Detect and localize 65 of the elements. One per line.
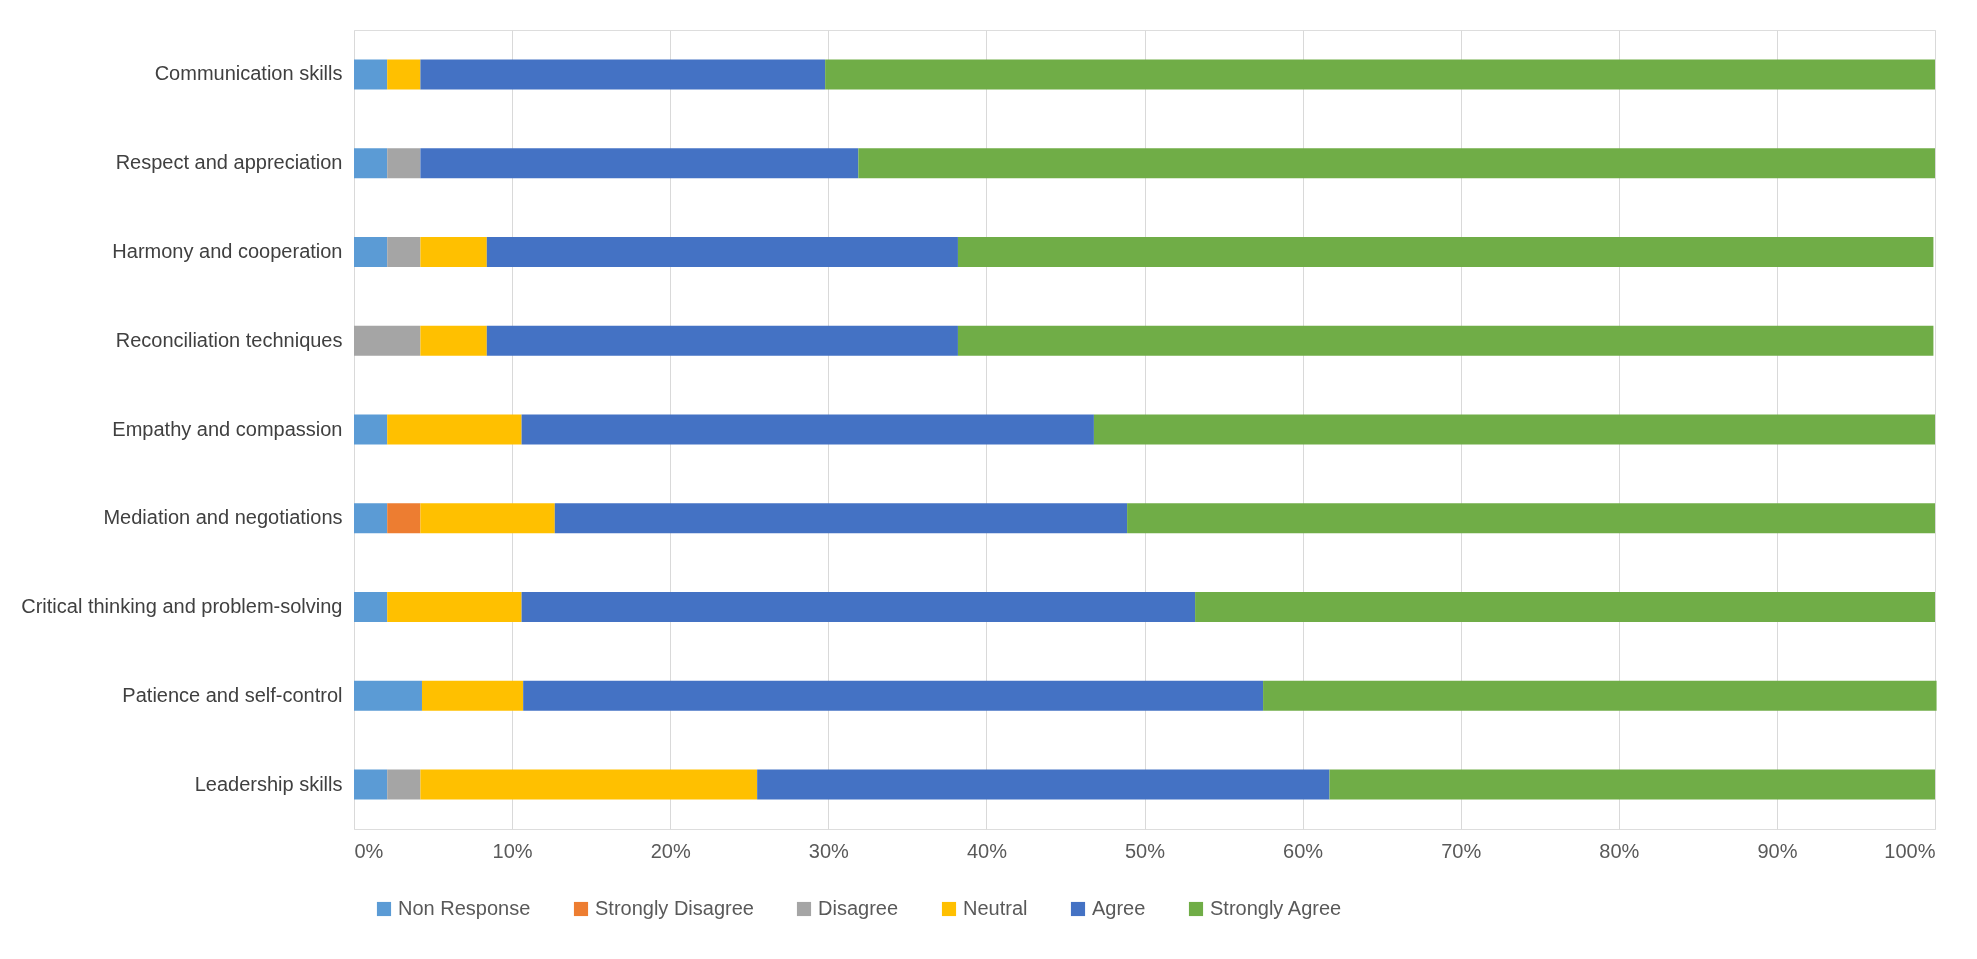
bar	[354, 236, 388, 267]
x-tick-label: 10%	[492, 839, 533, 862]
bar	[420, 325, 487, 356]
bar	[757, 769, 1330, 800]
legend-label: Strongly Agree	[1210, 897, 1342, 919]
x-tick-label: 20%	[650, 839, 691, 862]
bar	[486, 325, 958, 356]
bar	[421, 680, 524, 711]
y-tick-label: Empathy and compassion	[112, 417, 343, 440]
bar	[420, 236, 487, 267]
legend-label: Neutral	[963, 897, 1028, 919]
legend-label: Disagree	[818, 897, 899, 919]
x-tick-label: 40%	[966, 839, 1008, 862]
bar	[387, 236, 421, 267]
x-tick-label: 70%	[1441, 839, 1482, 862]
bar	[1195, 592, 1935, 623]
bar	[420, 148, 859, 179]
x-tick-label: 30%	[808, 839, 850, 862]
bar	[1093, 414, 1935, 445]
x-tick-label: 60%	[1283, 839, 1324, 862]
x-tick-label: 50%	[1124, 839, 1166, 862]
bar	[354, 769, 388, 800]
y-tick-label: Respect and appreciation	[115, 151, 343, 174]
bar	[420, 503, 555, 534]
legend-label: Agree	[1092, 897, 1146, 919]
bar	[354, 59, 388, 90]
bar	[387, 769, 421, 800]
y-tick-label: Communication skills	[154, 62, 343, 85]
legend-label: Non Response	[398, 897, 531, 919]
bar	[387, 59, 421, 90]
bar	[957, 236, 1934, 267]
bar	[521, 592, 1196, 623]
bar	[523, 680, 1264, 711]
y-tick-label: Patience and self-control	[122, 683, 343, 706]
bar	[387, 148, 421, 179]
bar	[420, 769, 758, 800]
x-tick-label: 0%	[354, 839, 384, 862]
legend-label: Strongly Disagree	[595, 897, 754, 919]
bar	[354, 592, 388, 623]
bar	[486, 236, 958, 267]
y-tick-label: Reconciliation techniques	[115, 328, 343, 351]
x-tick-label: 80%	[1599, 839, 1640, 862]
y-tick-label: Leadership skills	[194, 772, 343, 795]
bar	[858, 148, 1935, 179]
bar	[825, 59, 1935, 90]
bar	[420, 59, 826, 90]
bar	[521, 414, 1094, 445]
bar	[387, 503, 421, 534]
bar	[1329, 769, 1935, 800]
x-tick-label: 100%	[1884, 839, 1936, 862]
bar	[957, 325, 1934, 356]
bar	[354, 414, 388, 445]
y-tick-label: Harmony and cooperation	[112, 239, 343, 262]
bar	[354, 325, 421, 356]
bar	[387, 414, 522, 445]
bar	[1127, 503, 1935, 534]
bar	[354, 680, 422, 711]
x-tick-label: 90%	[1757, 839, 1798, 862]
bar	[554, 503, 1128, 534]
bar	[1263, 680, 1937, 711]
y-tick-label: Mediation and negotiations	[103, 506, 343, 529]
bar	[354, 148, 388, 179]
y-tick-label: Critical thinking and problem-solving	[21, 595, 343, 618]
bar	[387, 592, 522, 623]
bar	[354, 503, 388, 534]
